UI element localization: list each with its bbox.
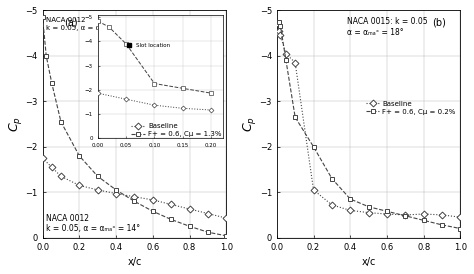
Baseline <box>439 213 445 216</box>
Baseline <box>292 61 298 64</box>
F+ = 0.6, Cμ = 0.2% <box>402 214 408 218</box>
F+ = 0.6, Cμ = 1.3% <box>76 154 82 158</box>
Y-axis label: $C_p$: $C_p$ <box>241 116 258 132</box>
F+ = 0.6, Cμ = 0.2% <box>278 25 283 28</box>
Text: (b): (b) <box>432 17 446 27</box>
Baseline <box>421 212 427 216</box>
Baseline <box>278 34 283 37</box>
Baseline <box>95 188 100 192</box>
Baseline <box>274 32 280 35</box>
F+ = 0.6, Cμ = 1.3% <box>150 210 155 213</box>
F+ = 0.6, Cμ = 1.3% <box>132 200 137 203</box>
Line: F+ = 0.6, Cμ = 0.2%: F+ = 0.6, Cμ = 0.2% <box>274 19 463 231</box>
Baseline <box>49 165 55 169</box>
Baseline <box>132 195 137 198</box>
F+ = 0.6, Cμ = 0.2% <box>347 197 353 201</box>
Baseline <box>402 213 408 216</box>
F+ = 0.6, Cμ = 1.3% <box>58 120 64 123</box>
F+ = 0.6, Cμ = 1.3% <box>205 230 211 234</box>
Baseline <box>150 198 155 202</box>
F+ = 0.6, Cμ = 0.2% <box>283 59 289 62</box>
F+ = 0.6, Cμ = 0.2% <box>329 177 335 180</box>
F+ = 0.6, Cμ = 0.2% <box>366 205 372 209</box>
Baseline <box>310 188 316 192</box>
F+ = 0.6, Cμ = 1.3% <box>223 234 229 238</box>
Baseline <box>366 211 372 214</box>
Baseline <box>276 29 282 33</box>
F+ = 0.6, Cμ = 0.2% <box>439 223 445 227</box>
F+ = 0.6, Cμ = 0.2% <box>292 116 298 119</box>
Text: NACA 0012
k = 0.05, α = αₘₐˣ = 14°: NACA 0012 k = 0.05, α = αₘₐˣ = 14° <box>46 214 140 233</box>
F+ = 0.6, Cμ = 0.2% <box>310 145 316 149</box>
F+ = 0.6, Cμ = 1.3% <box>168 218 174 221</box>
Line: F+ = 0.6, Cμ = 1.3%: F+ = 0.6, Cμ = 1.3% <box>40 15 228 238</box>
F+ = 0.6, Cμ = 1.3% <box>49 81 55 85</box>
Baseline <box>223 216 229 220</box>
Line: Baseline: Baseline <box>274 28 463 220</box>
Line: Baseline: Baseline <box>40 156 228 221</box>
Baseline <box>283 52 289 55</box>
Baseline <box>458 216 464 219</box>
X-axis label: x/c: x/c <box>127 257 142 267</box>
Baseline <box>205 212 211 215</box>
F+ = 0.6, Cμ = 1.3% <box>40 16 46 19</box>
F+ = 0.6, Cμ = 1.3% <box>44 54 49 58</box>
Baseline <box>187 207 192 211</box>
F+ = 0.6, Cμ = 1.3% <box>113 188 119 192</box>
X-axis label: x/c: x/c <box>362 257 376 267</box>
Text: NACA 0015: k = 0.05
α = αₘₐˣ = 18°: NACA 0015: k = 0.05 α = αₘₐˣ = 18° <box>346 17 427 37</box>
Baseline <box>113 192 119 195</box>
F+ = 0.6, Cμ = 1.3% <box>187 225 192 228</box>
Text: (a): (a) <box>64 17 78 27</box>
Baseline <box>347 209 353 212</box>
Baseline <box>168 203 174 206</box>
Baseline <box>76 184 82 187</box>
Baseline <box>40 156 46 160</box>
Legend: Baseline, F+ = 0.6, Cμ = 0.2%: Baseline, F+ = 0.6, Cμ = 0.2% <box>364 99 457 116</box>
Text: NACA 0012
k = 0.05, α = αₘₐˣ = 14°: NACA 0012 k = 0.05, α = αₘₐˣ = 14° <box>46 17 134 31</box>
Baseline <box>58 175 64 178</box>
F+ = 0.6, Cμ = 0.2% <box>384 210 390 213</box>
Baseline <box>384 212 390 216</box>
Baseline <box>329 203 335 207</box>
Legend: Baseline, F+ = 0.6, Cμ = 1.3%: Baseline, F+ = 0.6, Cμ = 1.3% <box>130 122 223 139</box>
F+ = 0.6, Cμ = 0.2% <box>458 227 464 230</box>
Y-axis label: $C_p$: $C_p$ <box>7 116 24 132</box>
F+ = 0.6, Cμ = 0.2% <box>274 22 280 26</box>
F+ = 0.6, Cμ = 0.2% <box>421 219 427 222</box>
F+ = 0.6, Cμ = 1.3% <box>95 175 100 178</box>
F+ = 0.6, Cμ = 0.2% <box>276 20 282 24</box>
